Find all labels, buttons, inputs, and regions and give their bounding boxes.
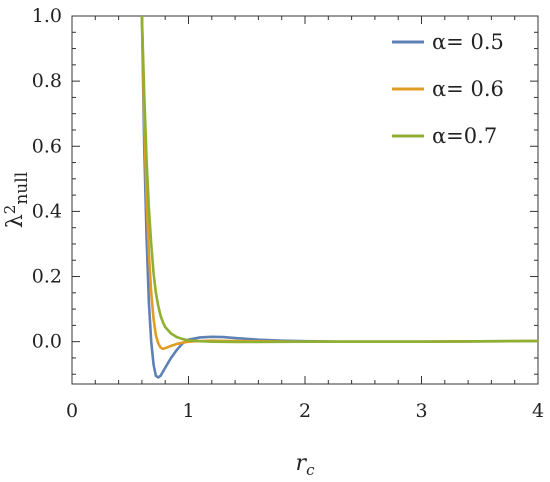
y-tick-label: 0.0 <box>32 331 62 353</box>
y-tick-label: 1.0 <box>32 5 62 27</box>
series-line <box>140 16 538 344</box>
series-line <box>140 16 538 379</box>
x-tick-label: 4 <box>532 400 544 422</box>
ticks <box>71 15 539 384</box>
legend-label: α= 0.5 <box>432 30 504 54</box>
x-tick-label: 3 <box>415 400 427 422</box>
tick-labels: 0 1 2 3 4 0.0 0.2 0.4 0.6 0.8 1.0 <box>32 5 544 422</box>
legend-label: α= 0.6 <box>432 77 504 101</box>
y-tick-label: 0.8 <box>32 70 62 92</box>
y-tick-label: 0.6 <box>32 135 62 157</box>
legend: α= 0.5 α= 0.6 α=0.7 <box>392 30 504 148</box>
y-axis-label: λ2null <box>1 172 32 228</box>
x-axis-label: rc <box>296 451 316 479</box>
x-tick-label: 2 <box>299 400 311 422</box>
y-tick-label: 0.2 <box>32 266 62 288</box>
x-tick-label: 0 <box>66 400 78 422</box>
series-line <box>140 16 538 351</box>
y-tick-label: 0.4 <box>32 200 62 222</box>
x-tick-label: 1 <box>182 400 194 422</box>
legend-label: α=0.7 <box>432 124 497 148</box>
series-lines <box>140 16 538 379</box>
